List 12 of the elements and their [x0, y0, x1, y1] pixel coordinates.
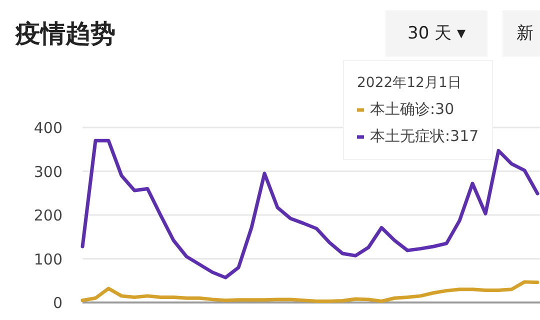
y-tick-label: 0 — [52, 294, 63, 312]
text: 2022年12月1日 — [357, 74, 462, 92]
chart-title: 疫情趋势 — [14, 19, 116, 48]
y-tick-label: 200 — [34, 206, 63, 224]
legend-label: 本土确诊:30 — [370, 100, 454, 119]
y-tick-label: 400 — [34, 119, 63, 137]
legend-label: 本土无症状:317 — [370, 127, 479, 146]
y-tick-label: 100 — [34, 250, 63, 268]
line-series — [80, 280, 540, 303]
text: 30 天 ▾ — [408, 24, 466, 44]
text: 新 — [516, 24, 534, 44]
y-tick-label: 300 — [34, 162, 63, 181]
